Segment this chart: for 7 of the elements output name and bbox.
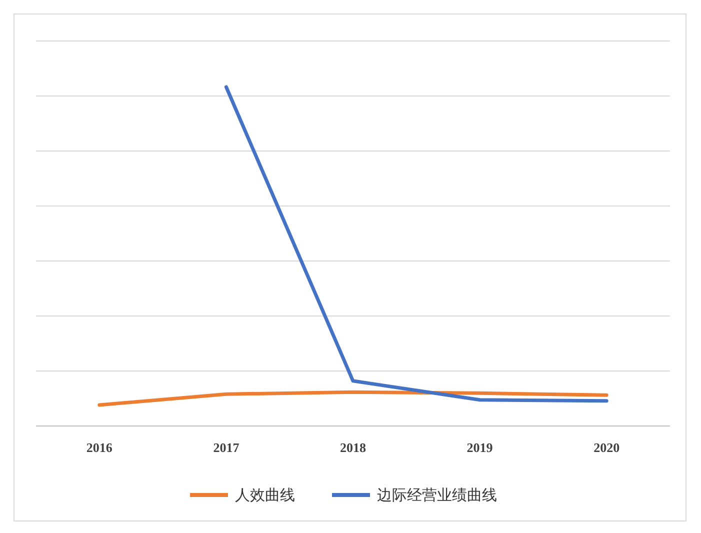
- legend-label: 边际经营业绩曲线: [377, 486, 497, 504]
- x-tick-label: 2019: [466, 440, 494, 455]
- x-tick-label: 2020: [594, 440, 620, 455]
- legend-label: 人效曲线: [235, 486, 295, 504]
- x-tick-label: 2017: [213, 440, 240, 455]
- x-tick-label: 2016: [86, 440, 113, 455]
- x-tick-label: 2018: [340, 440, 366, 455]
